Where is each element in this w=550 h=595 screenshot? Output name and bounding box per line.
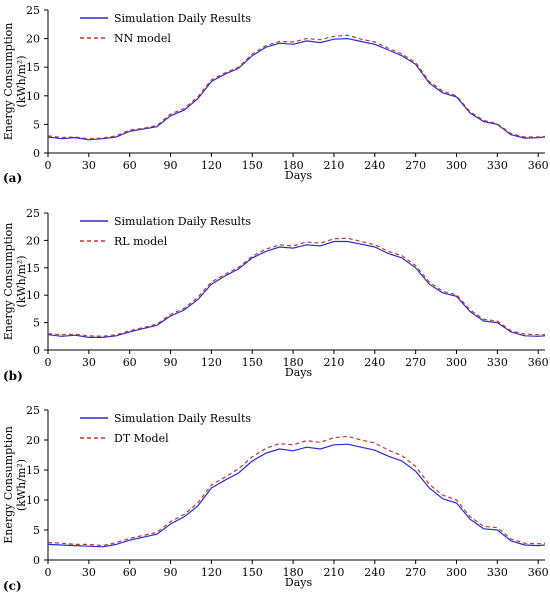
- legend-label: DT Model: [114, 432, 169, 445]
- x-tick-label: 210: [323, 566, 344, 579]
- x-tick-label: 30: [82, 159, 96, 172]
- x-tick-label: 360: [528, 159, 549, 172]
- x-axis-title: Days: [285, 366, 313, 379]
- legend-label: Simulation Daily Results: [114, 12, 251, 25]
- x-axis-title: Days: [285, 576, 313, 589]
- y-tick-label: 5: [33, 317, 40, 330]
- legend-label: Simulation Daily Results: [114, 412, 251, 425]
- x-tick-label: 270: [405, 159, 426, 172]
- x-tick-label: 300: [446, 566, 467, 579]
- x-tick-label: 120: [201, 566, 222, 579]
- x-tick-label: 180: [283, 566, 304, 579]
- y-tick-label: 10: [26, 494, 40, 507]
- y-tick-label: 20: [26, 434, 40, 447]
- y-tick-label: 10: [26, 289, 40, 302]
- chart-panel-2: 0 5 10 15 20 25 0 30 60 90 120 150 180 210 240 270 300 33…: [2, 207, 549, 383]
- x-tick-label: 360: [528, 566, 549, 579]
- y-tick-label: 5: [33, 524, 40, 537]
- y-axis-title: Energy Consumption: [2, 426, 15, 544]
- x-tick-label: 270: [405, 566, 426, 579]
- chart-panel-1: 0 5 10 15 20 25 0 30 60 90 120 150 180 210 240 270 300 33…: [2, 4, 549, 185]
- x-tick-label: 60: [123, 356, 137, 369]
- panel-label: (c): [3, 579, 22, 593]
- series-line-2: [47, 237, 545, 337]
- y-tick-label: 15: [26, 262, 40, 275]
- x-tick-label: 330: [487, 159, 508, 172]
- y-axis-unit: (kWh/m²): [15, 459, 28, 511]
- x-tick-label: 30: [82, 566, 96, 579]
- series-line-1: [47, 443, 546, 548]
- y-tick-label: 0: [33, 554, 40, 567]
- x-tick-label: 240: [364, 356, 385, 369]
- x-tick-label: 240: [364, 159, 385, 172]
- chart-panel-3: 0 5 10 15 20 25 0 30 60 90 120 150 180 210 240 270 300 33…: [2, 404, 549, 593]
- y-axis-title: Energy Consumption: [2, 223, 15, 341]
- x-tick-label: 210: [323, 356, 344, 369]
- y-tick-label: 15: [26, 464, 40, 477]
- series-line-1: [47, 37, 546, 141]
- y-axis-title: Energy Consumption: [2, 23, 15, 141]
- x-tick-label: 180: [283, 356, 304, 369]
- y-tick-label: 0: [33, 147, 40, 160]
- x-tick-label: 120: [201, 159, 222, 172]
- x-tick-label: 90: [164, 356, 178, 369]
- legend-label: RL model: [114, 235, 168, 248]
- legend-label: Simulation Daily Results: [114, 215, 251, 228]
- x-tick-label: 240: [364, 566, 385, 579]
- y-tick-label: 15: [26, 61, 40, 74]
- y-axis-unit: (kWh/m²): [15, 55, 28, 107]
- x-tick-label: 330: [487, 566, 508, 579]
- x-tick-label: 90: [164, 566, 178, 579]
- x-tick-label: 330: [487, 356, 508, 369]
- x-tick-label: 0: [45, 159, 52, 172]
- series-line-1: [47, 240, 546, 338]
- y-tick-label: 25: [26, 404, 40, 417]
- y-tick-label: 20: [26, 33, 40, 46]
- x-tick-label: 300: [446, 356, 467, 369]
- x-tick-label: 30: [82, 356, 96, 369]
- y-tick-label: 10: [26, 90, 40, 103]
- x-tick-label: 180: [283, 159, 304, 172]
- y-tick-label: 0: [33, 344, 40, 357]
- x-tick-label: 90: [164, 159, 178, 172]
- x-axis-title: Days: [285, 169, 313, 182]
- x-tick-label: 360: [528, 356, 549, 369]
- x-tick-label: 0: [45, 566, 52, 579]
- legend-label: NN model: [114, 32, 171, 45]
- y-tick-label: 5: [33, 118, 40, 131]
- panel-label: (a): [3, 171, 22, 185]
- y-tick-label: 25: [26, 207, 40, 220]
- x-tick-label: 120: [201, 356, 222, 369]
- series-line-2: [47, 34, 546, 140]
- x-tick-label: 0: [45, 356, 52, 369]
- series-line-2: [47, 435, 546, 547]
- y-tick-label: 20: [26, 234, 40, 247]
- panel-label: (b): [3, 369, 23, 383]
- x-tick-label: 300: [446, 159, 467, 172]
- x-tick-label: 150: [242, 566, 263, 579]
- x-tick-label: 210: [323, 159, 344, 172]
- x-tick-label: 270: [405, 356, 426, 369]
- x-tick-label: 150: [242, 356, 263, 369]
- x-tick-label: 60: [123, 159, 137, 172]
- y-axis-unit: (kWh/m²): [15, 255, 28, 307]
- x-tick-label: 150: [242, 159, 263, 172]
- x-tick-label: 60: [123, 566, 137, 579]
- y-tick-label: 25: [26, 4, 40, 17]
